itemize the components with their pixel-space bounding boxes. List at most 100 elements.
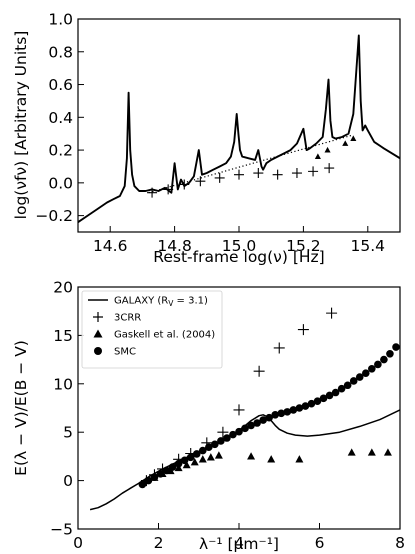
smc-circle-marker <box>138 480 147 489</box>
smc-circle-marker <box>192 450 201 458</box>
top-ticks: 14.6 14.8 15.0 15.2 15.4 −0.2 0.0 0.2 0.4 0.6 0.8 1… <box>35 11 385 256</box>
spectrum-line <box>78 34 400 223</box>
smc-circle-marker <box>337 384 346 393</box>
top-y-tick-label: 0.6 <box>48 76 73 94</box>
smc-circle-marker <box>223 434 231 442</box>
top-triangle-marker <box>350 135 357 142</box>
smc-circle-marker <box>259 416 267 424</box>
smc-circle-marker <box>229 430 237 439</box>
legend-box <box>81 290 223 369</box>
top-plus-marker <box>272 169 283 180</box>
smc-circle-marker <box>349 377 358 385</box>
legend-label-gaskell: Gaskell et al. (2004) <box>114 330 215 341</box>
top-y-axis-label: log(νfν) [Arbitrary Units] <box>12 31 30 220</box>
bottom-y-tick-label: 0 <box>63 472 73 490</box>
smc-circle-marker <box>325 391 334 400</box>
top-chart: 14.6 14.8 15.0 15.2 15.4 −0.2 0.0 0.2 0.4 0.6 0.8 1… <box>12 11 401 266</box>
top-x-tick-label: 15.4 <box>351 237 386 255</box>
legend-entry-3crr: 3CRR <box>93 312 141 324</box>
smc-circle-marker <box>319 394 328 403</box>
smc-circle-marker <box>374 360 382 369</box>
smc-circle-marker <box>380 355 388 364</box>
top-x-tick-label: 15.0 <box>222 237 257 255</box>
smc-circle-marker <box>241 424 249 433</box>
3crr-plus-marker <box>326 307 338 319</box>
top-y-tick-label: −0.2 <box>35 207 73 225</box>
top-y-tick-label: 0.4 <box>48 109 73 127</box>
top-y-tick-label: 0.0 <box>48 174 73 192</box>
legend-plus-swatch <box>93 312 103 322</box>
gaskell-triangle-marker <box>174 463 183 472</box>
bottom-x-tick-label: 0 <box>73 534 83 552</box>
legend-circle-swatch <box>94 347 102 355</box>
top-plus-marker <box>253 168 264 179</box>
legend-label-smc: SMC <box>114 347 136 358</box>
smc-circle-marker <box>205 443 213 452</box>
top-plus-marker <box>308 166 319 177</box>
legend-triangle-swatch <box>93 329 103 338</box>
3crr-plus-marker <box>253 365 265 377</box>
top-x-tick-label: 15.2 <box>286 237 321 255</box>
smc-circle-marker <box>271 410 280 419</box>
top-plus-marker <box>195 176 206 187</box>
gaskell-triangle-marker <box>206 453 215 461</box>
smc-circle-marker <box>355 373 364 381</box>
smc-circle-marker <box>186 453 195 462</box>
top-x-axis-label: Rest-frame log(ν) [Hz] <box>153 248 324 266</box>
bottom-x-tick-label: 8 <box>395 534 405 552</box>
smc-circle-marker <box>180 456 189 465</box>
top-x-tick-label: 14.8 <box>157 237 192 255</box>
legend: GALAXY (RV = 3.1) 3CRR Gaskell et al. (2… <box>81 290 223 369</box>
smc-circle-marker <box>253 419 261 427</box>
top-series-group <box>78 34 400 223</box>
bottom-series-group <box>89 307 400 511</box>
3crr-plus-marker <box>297 324 309 336</box>
top-x-tick-label: 14.6 <box>93 237 128 255</box>
top-axes-frame <box>77 18 401 233</box>
bottom-y-tick-label: 10 <box>53 375 73 393</box>
gaskell-triangle-marker <box>190 458 199 466</box>
smc-circle-marker <box>174 459 183 468</box>
bottom-y-tick-label: 15 <box>53 327 73 345</box>
smc-circle-marker <box>283 408 292 416</box>
smc-circle-marker <box>211 440 219 449</box>
gaskell-triangle-marker <box>247 452 256 460</box>
bottom-plot-area <box>89 307 400 511</box>
top-plot-area <box>78 34 400 223</box>
gaskell-triangle-marker <box>267 455 276 463</box>
smc-circle-marker <box>217 437 225 445</box>
bottom-x-tick-label: 6 <box>315 534 325 552</box>
bottom-y-tick-label: −5 <box>50 521 73 539</box>
gaskell-triangle-marker <box>295 455 304 463</box>
top-triangle-marker <box>314 153 321 160</box>
smc-circle-marker <box>198 446 207 455</box>
legend-label-galaxy: GALAXY (RV = 3.1) <box>114 296 208 309</box>
smc-circle-marker <box>150 473 159 482</box>
smc-circle-marker <box>235 427 243 436</box>
gaskell-triangle-marker <box>214 451 223 459</box>
smc-circle-marker <box>331 388 340 397</box>
top-plus-marker <box>214 172 225 183</box>
legend-label-3crr: 3CRR <box>114 313 141 324</box>
smc-circle-marker <box>162 466 171 475</box>
gaskell-triangle-marker <box>367 448 376 456</box>
power-law-dotted-line <box>148 134 352 194</box>
smc-circle-marker <box>368 364 376 373</box>
legend-entry-smc: SMC <box>94 347 136 358</box>
3crr-plus-marker <box>233 404 245 416</box>
bottom-y-tick-label: 20 <box>53 279 73 297</box>
top-y-tick-label: 0.2 <box>48 142 73 160</box>
smc-circle-marker <box>313 397 322 406</box>
top-plus-marker <box>163 184 174 195</box>
top-plus-marker <box>179 179 190 190</box>
legend-entry-gaskell: Gaskell et al. (2004) <box>93 329 215 341</box>
smc-circle-marker <box>289 406 298 414</box>
top-y-tick-label: 0.8 <box>48 43 73 61</box>
smc-circle-marker <box>277 409 286 418</box>
top-plus-marker <box>147 187 158 198</box>
3crr-plus-marker <box>273 342 285 354</box>
smc-circle-marker <box>168 463 177 471</box>
bottom-y-tick-label: 5 <box>63 424 73 442</box>
